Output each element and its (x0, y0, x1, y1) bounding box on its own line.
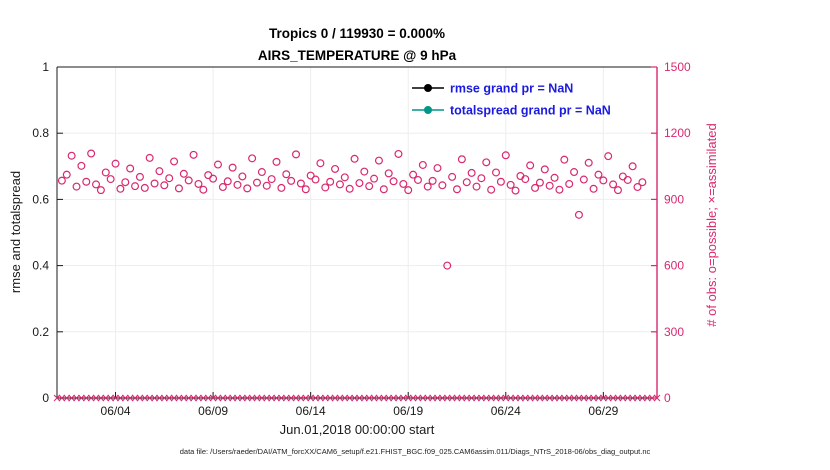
svg-text:0.4: 0.4 (32, 259, 49, 273)
svg-text:0.2: 0.2 (32, 325, 49, 339)
x-axis-label: Jun.01,2018 00:00:00 start (279, 422, 435, 437)
right-y-axis: 0 300 600 900 1200 1500 (651, 60, 691, 405)
svg-text:0.6: 0.6 (32, 192, 49, 206)
grid-lines (57, 66, 657, 399)
data-file-caption: data file: /Users/raeder/DAI/ATM_forcXX/… (179, 447, 651, 456)
assimilated-series (53, 394, 661, 402)
legend: rmse grand pr = NaN totalspread grand pr … (412, 82, 611, 118)
svg-text:0: 0 (42, 391, 49, 405)
svg-text:rmse grand pr = NaN: rmse grand pr = NaN (450, 82, 573, 96)
svg-text:totalspread grand pr = NaN: totalspread grand pr = NaN (450, 104, 611, 118)
svg-text:06/04: 06/04 (101, 404, 131, 418)
svg-text:06/09: 06/09 (198, 404, 228, 418)
svg-text:06/14: 06/14 (296, 404, 326, 418)
chart-title: Tropics 0 / 119930 = 0.000% (268, 26, 445, 41)
left-y-axis: 0 0.2 0.4 0.6 0.8 1 (32, 60, 63, 405)
svg-text:600: 600 (664, 259, 684, 273)
chart-subtitle: AIRS_TEMPERATURE @ 9 hPa (257, 48, 457, 63)
svg-text:1500: 1500 (664, 60, 691, 74)
svg-text:300: 300 (664, 325, 684, 339)
svg-text:06/19: 06/19 (393, 404, 423, 418)
possible-series (57, 149, 647, 270)
svg-text:900: 900 (664, 192, 684, 206)
x-axis: 06/04 06/09 06/14 06/19 06/24 06/29 (101, 392, 619, 418)
svg-text:1200: 1200 (664, 126, 691, 140)
svg-text:06/29: 06/29 (588, 404, 618, 418)
svg-text:1: 1 (42, 60, 49, 74)
svg-text:06/24: 06/24 (491, 404, 521, 418)
svg-text:0: 0 (664, 391, 671, 405)
svg-text:0.8: 0.8 (32, 126, 49, 140)
plot-box (56, 66, 658, 399)
